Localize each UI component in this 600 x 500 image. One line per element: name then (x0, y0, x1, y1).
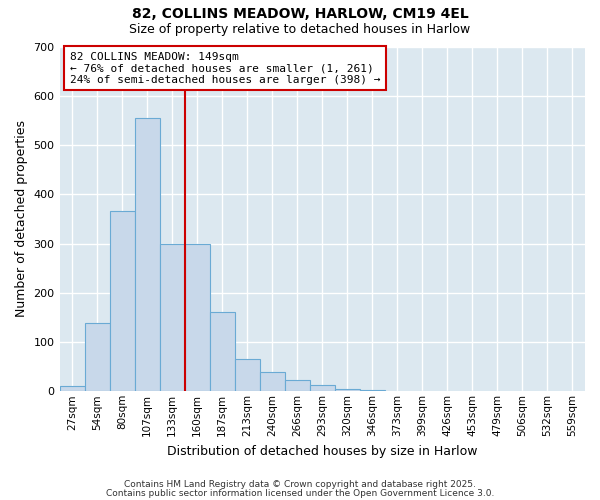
Bar (59, 386, 85, 392)
Bar (260, 372, 285, 392)
Bar (360, 390, 385, 392)
Text: Contains public sector information licensed under the Open Government Licence 3.: Contains public sector information licen… (106, 488, 494, 498)
Y-axis label: Number of detached properties: Number of detached properties (15, 120, 28, 318)
X-axis label: Distribution of detached houses by size in Harlow: Distribution of detached houses by size … (167, 444, 478, 458)
Bar (310, 386, 335, 392)
Text: Contains HM Land Registry data © Crown copyright and database right 2025.: Contains HM Land Registry data © Crown c… (124, 480, 476, 489)
Text: 82, COLLINS MEADOW, HARLOW, CM19 4EL: 82, COLLINS MEADOW, HARLOW, CM19 4EL (131, 8, 469, 22)
Bar (235, 360, 260, 392)
Bar (285, 380, 310, 392)
Text: 82 COLLINS MEADOW: 149sqm
← 76% of detached houses are smaller (1, 261)
24% of s: 82 COLLINS MEADOW: 149sqm ← 76% of detac… (70, 52, 380, 85)
Bar (85, 324, 110, 392)
Bar (160, 244, 185, 392)
Bar (134, 118, 160, 392)
Text: Size of property relative to detached houses in Harlow: Size of property relative to detached ho… (130, 22, 470, 36)
Bar (110, 212, 134, 392)
Bar (185, 244, 209, 392)
Bar (335, 389, 360, 392)
Bar (209, 312, 235, 392)
